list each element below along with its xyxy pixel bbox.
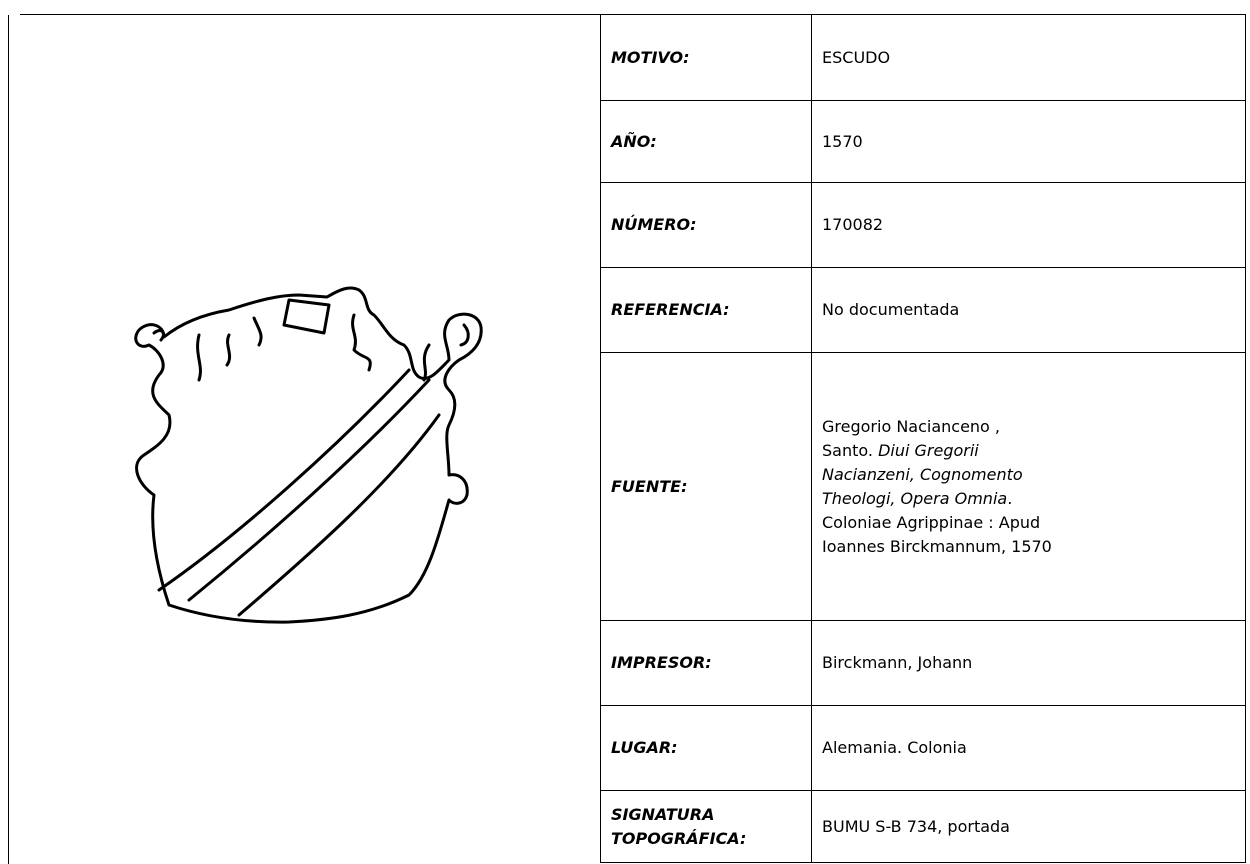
- field-value: No documentada: [811, 267, 1246, 353]
- citation-text: Gregorio Nacianceno , Santo.: [822, 416, 1001, 460]
- field-value: Alemania. Colonia: [811, 705, 1246, 791]
- table-row: IMPRESOR: Birckmann, Johann: [600, 620, 1246, 706]
- table-row: FUENTE: Gregorio Nacianceno , Santo. Diui…: [600, 352, 1246, 621]
- table-row: LUGAR: Alemania. Colonia: [600, 705, 1246, 791]
- table-row: NÚMERO: 170082: [600, 182, 1246, 268]
- field-value: 1570: [811, 100, 1246, 183]
- field-label: AÑO:: [600, 100, 812, 183]
- field-label: FUENTE:: [600, 352, 812, 621]
- citation-text: . Coloniae Agrippinae : Apud Ioannes Bir…: [822, 488, 1052, 556]
- image-cell: [8, 14, 600, 864]
- field-label: IMPRESOR:: [600, 620, 812, 706]
- field-label: REFERENCIA:: [600, 267, 812, 353]
- field-label: LUGAR:: [600, 705, 812, 791]
- table-row: MOTIVO: ESCUDO: [600, 14, 1246, 101]
- field-label: SIGNATURA TOPOGRÁFICA:: [600, 790, 812, 863]
- field-value: Birckmann, Johann: [811, 620, 1246, 706]
- table-row: SIGNATURA TOPOGRÁFICA: BUMU S-B 734, port…: [600, 790, 1246, 863]
- field-value: ESCUDO: [811, 14, 1246, 101]
- field-label: MOTIVO:: [600, 14, 812, 101]
- work-title: Diui Gregorii Nacianzeni, Cognomento The…: [822, 440, 1023, 508]
- shield-drawing: [134, 286, 483, 624]
- record-table: MOTIVO: ESCUDO AÑO: 1570 NÚMERO: 170082 REFERE…: [600, 14, 1246, 863]
- table-row: AÑO: 1570: [600, 100, 1246, 183]
- field-value: 170082: [811, 182, 1246, 268]
- field-label: NÚMERO:: [600, 182, 812, 268]
- source-citation: Gregorio Nacianceno , Santo. Diui Gregor…: [822, 415, 1054, 559]
- table-row: REFERENCIA: No documentada: [600, 267, 1246, 353]
- field-value: Gregorio Nacianceno , Santo. Diui Gregor…: [811, 352, 1246, 621]
- field-value: BUMU S-B 734, portada: [811, 790, 1246, 863]
